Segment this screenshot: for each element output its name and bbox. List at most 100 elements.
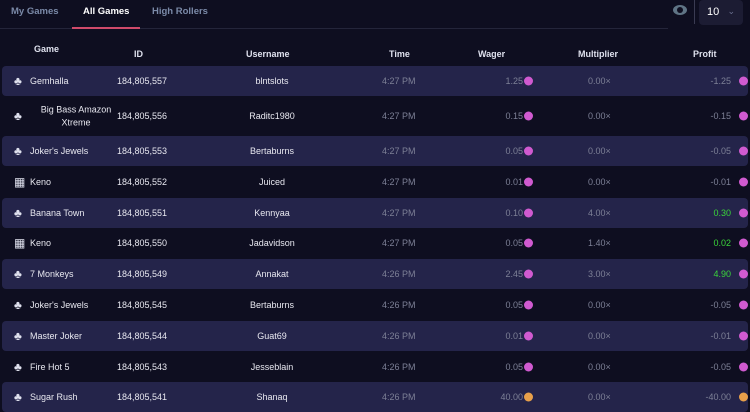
- profit-amount: 4.90: [713, 269, 731, 279]
- page-size-select[interactable]: 10 ⌄: [699, 0, 743, 25]
- col-wager: Wager: [478, 49, 506, 59]
- username[interactable]: Bertaburns: [249, 300, 295, 310]
- coin-icon: [739, 300, 748, 310]
- game-name[interactable]: Fire Hot 5: [30, 362, 70, 372]
- table-row[interactable]: ▦ Keno 184,805,552 Juiced 4:27 PM 0.01 0…: [2, 167, 748, 197]
- club-icon: ♣: [14, 360, 22, 374]
- bet-id[interactable]: 184,805,556: [116, 111, 168, 121]
- username[interactable]: Guat69: [257, 331, 287, 341]
- profit-amount: -40.00: [705, 392, 731, 402]
- profit-amount: -0.15: [710, 111, 731, 121]
- table-row[interactable]: ♣ 7 Monkeys 184,805,549 Annakat 4:26 PM …: [2, 259, 748, 289]
- wager-amount: 0.05: [505, 238, 523, 248]
- username[interactable]: Raditc1980: [249, 111, 295, 121]
- bet-id[interactable]: 184,805,553: [116, 146, 168, 156]
- tab-all-games[interactable]: All Games: [72, 6, 141, 29]
- profit-amount: -0.05: [710, 146, 731, 156]
- bet-id[interactable]: 184,805,543: [116, 362, 168, 372]
- bet-id[interactable]: 184,805,557: [116, 76, 168, 86]
- eye-icon[interactable]: [673, 5, 687, 15]
- bet-time: 4:26 PM: [382, 269, 416, 279]
- bet-id[interactable]: 184,805,544: [116, 331, 168, 341]
- game-name[interactable]: Sugar Rush: [30, 392, 78, 402]
- username[interactable]: Jesseblain: [250, 362, 294, 372]
- tab-high-rollers[interactable]: High Rollers: [152, 6, 208, 17]
- game-name[interactable]: Keno: [30, 238, 52, 248]
- multiplier: 1.40×: [588, 238, 611, 248]
- coin-icon: [524, 362, 533, 372]
- table-row[interactable]: ♣ Fire Hot 5 184,805,543 Jesseblain 4:26…: [2, 352, 748, 382]
- game-name[interactable]: Keno: [30, 177, 52, 187]
- bet-time: 4:27 PM: [382, 146, 416, 156]
- game-name[interactable]: 7 Monkeys: [30, 269, 74, 279]
- multiplier: 0.00×: [588, 177, 611, 187]
- coin-icon: [524, 111, 533, 121]
- tab-bar: My Games All Games High Rollers: [0, 0, 668, 29]
- table-row[interactable]: ▦ Keno 184,805,550 Jadavidson 4:27 PM 0.…: [2, 228, 748, 258]
- bet-time: 4:27 PM: [382, 177, 416, 187]
- profit-amount: -0.05: [710, 362, 731, 372]
- wager-amount: 0.01: [505, 331, 523, 341]
- chevron-down-icon: ⌄: [727, 6, 735, 16]
- game-name[interactable]: Joker's Jewels: [30, 300, 89, 310]
- coin-icon: [524, 300, 533, 310]
- username[interactable]: Shanaq: [256, 392, 288, 402]
- coin-icon: [739, 269, 748, 279]
- coin-icon: [739, 392, 748, 402]
- table-row[interactable]: ♣ Big Bass Amazon Xtreme 184,805,556 Rad…: [2, 96, 748, 136]
- profit-amount: -0.05: [710, 300, 731, 310]
- club-icon: ♣: [14, 109, 22, 123]
- bet-id[interactable]: 184,805,549: [116, 269, 168, 279]
- club-icon: ♣: [14, 206, 22, 220]
- wager-amount: 1.25: [505, 76, 523, 86]
- game-name[interactable]: Joker's Jewels: [30, 146, 89, 156]
- profit-amount: 0.02: [713, 238, 731, 248]
- table-row[interactable]: ♣ Sugar Rush 184,805,541 Shanaq 4:26 PM …: [2, 382, 748, 412]
- club-icon: ♣: [14, 298, 22, 312]
- wager-amount: 0.05: [505, 146, 523, 156]
- bet-id[interactable]: 184,805,545: [116, 300, 168, 310]
- multiplier: 3.00×: [588, 269, 611, 279]
- club-icon: ♣: [14, 390, 22, 404]
- coin-icon: [739, 238, 748, 248]
- multiplier: 0.00×: [588, 392, 611, 402]
- username[interactable]: blntslots: [255, 76, 289, 86]
- tab-my-games[interactable]: My Games: [11, 6, 59, 17]
- coin-icon: [524, 331, 533, 341]
- game-name[interactable]: Banana Town: [30, 208, 85, 218]
- username[interactable]: Kennyaa: [254, 208, 290, 218]
- bet-time: 4:27 PM: [382, 238, 416, 248]
- game-name[interactable]: Gemhalla: [30, 76, 69, 86]
- table-row[interactable]: ♣ Joker's Jewels 184,805,545 Bertaburns …: [2, 290, 748, 320]
- table-row[interactable]: ♣ Gemhalla 184,805,557 blntslots 4:27 PM…: [2, 66, 748, 96]
- bet-time: 4:26 PM: [382, 392, 416, 402]
- bet-id[interactable]: 184,805,550: [116, 238, 168, 248]
- table-row[interactable]: ♣ Master Joker 184,805,544 Guat69 4:26 P…: [2, 321, 748, 351]
- coin-icon: [739, 362, 748, 372]
- coin-icon: [739, 331, 748, 341]
- bet-time: 4:27 PM: [382, 208, 416, 218]
- bet-id[interactable]: 184,805,551: [116, 208, 168, 218]
- table-row[interactable]: ♣ Joker's Jewels 184,805,553 Bertaburns …: [2, 136, 748, 166]
- username[interactable]: Juiced: [258, 177, 285, 187]
- wager-amount: 0.15: [505, 111, 523, 121]
- table-row[interactable]: ♣ Banana Town 184,805,551 Kennyaa 4:27 P…: [2, 198, 748, 228]
- col-id: ID: [134, 49, 143, 59]
- multiplier: 4.00×: [588, 208, 611, 218]
- bet-id[interactable]: 184,805,541: [116, 392, 168, 402]
- bet-time: 4:27 PM: [382, 76, 416, 86]
- coin-icon: [524, 177, 533, 187]
- coin-icon: [739, 177, 748, 187]
- bet-time: 4:26 PM: [382, 300, 416, 310]
- username[interactable]: Jadavidson: [249, 238, 295, 248]
- coin-icon: [739, 111, 748, 121]
- username[interactable]: Annakat: [255, 269, 289, 279]
- game-name[interactable]: Big Bass Amazon Xtreme: [40, 104, 112, 128]
- col-multiplier: Multiplier: [578, 49, 618, 59]
- bet-id[interactable]: 184,805,552: [116, 177, 168, 187]
- wager-amount: 0.05: [505, 362, 523, 372]
- multiplier: 0.00×: [588, 76, 611, 86]
- username[interactable]: Bertaburns: [249, 146, 295, 156]
- grid-icon: ▦: [14, 175, 26, 189]
- game-name[interactable]: Master Joker: [30, 331, 83, 341]
